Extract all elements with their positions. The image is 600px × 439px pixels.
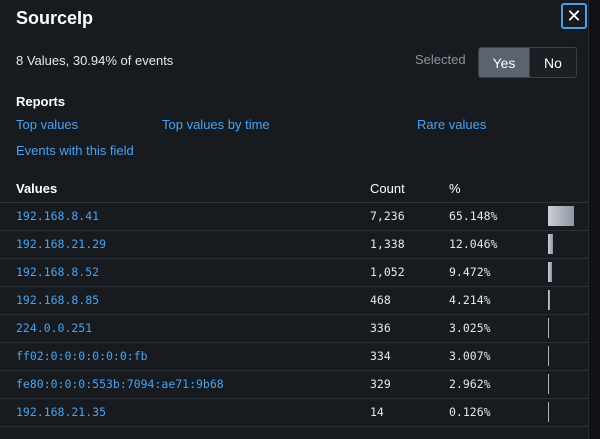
table-row: 224.0.0.251 336 3.025%: [0, 315, 588, 343]
close-icon: ✕: [566, 5, 582, 26]
value-cell[interactable]: 192.168.8.85: [16, 293, 100, 307]
header-divider: [0, 202, 588, 203]
count-cell: 1,052: [370, 265, 405, 279]
values-table: 192.168.8.41 7,236 65.148% 192.168.21.29…: [0, 203, 588, 427]
value-cell[interactable]: ff02:0:0:0:0:0:0:fb: [16, 349, 148, 363]
rare-values-link[interactable]: Rare values: [417, 117, 487, 132]
percent-cell: 2.962%: [449, 377, 491, 391]
percent-cell: 3.025%: [449, 321, 491, 335]
background-strip: [589, 0, 600, 439]
value-cell[interactable]: fe80:0:0:0:553b:7094:ae71:9b68: [16, 377, 224, 391]
table-row: 192.168.8.85 468 4.214%: [0, 287, 588, 315]
reports-heading: Reports: [16, 94, 66, 109]
table-row: 192.168.21.35 14 0.126%: [0, 399, 588, 427]
percent-bar: [548, 262, 552, 282]
percent-cell: 0.126%: [449, 405, 491, 419]
table-row: 192.168.8.41 7,236 65.148%: [0, 203, 588, 231]
count-cell: 14: [370, 405, 384, 419]
events-with-field-link[interactable]: Events with this field: [16, 143, 134, 158]
percent-cell: 4.214%: [449, 293, 491, 307]
selected-toggle: Yes No: [478, 47, 577, 78]
count-cell: 468: [370, 293, 391, 307]
value-cell[interactable]: 192.168.8.52: [16, 265, 100, 279]
values-summary: 8 Values, 30.94% of events: [16, 53, 174, 68]
selected-label: Selected: [415, 52, 466, 67]
percent-bar: [548, 374, 550, 394]
percent-cell: 9.472%: [449, 265, 491, 279]
percent-bar: [548, 234, 553, 254]
selected-yes-button[interactable]: Yes: [479, 48, 529, 77]
top-values-by-time-link[interactable]: Top values by time: [162, 117, 270, 132]
table-row: 192.168.8.52 1,052 9.472%: [0, 259, 588, 287]
percent-cell: 3.007%: [449, 349, 491, 363]
value-cell[interactable]: 192.168.21.35: [16, 405, 107, 419]
count-column-header: Count: [370, 181, 405, 196]
close-button[interactable]: ✕: [561, 3, 587, 29]
value-cell[interactable]: 192.168.8.41: [16, 209, 100, 223]
value-cell[interactable]: 224.0.0.251: [16, 321, 93, 335]
percent-bar: [548, 290, 550, 310]
count-cell: 329: [370, 377, 391, 391]
count-cell: 334: [370, 349, 391, 363]
percent-bar: [548, 206, 574, 226]
percent-cell: 12.046%: [449, 237, 498, 251]
count-cell: 336: [370, 321, 391, 335]
table-row: fe80:0:0:0:553b:7094:ae71:9b68 329 2.962…: [0, 371, 588, 399]
value-cell[interactable]: 192.168.21.29: [16, 237, 107, 251]
table-row: ff02:0:0:0:0:0:0:fb 334 3.007%: [0, 343, 588, 371]
percent-bar: [548, 318, 550, 338]
values-column-header: Values: [16, 181, 58, 196]
count-cell: 7,236: [370, 209, 405, 223]
table-row: 192.168.21.29 1,338 12.046%: [0, 231, 588, 259]
percent-cell: 65.148%: [449, 209, 498, 223]
top-values-link[interactable]: Top values: [16, 117, 79, 132]
panel-title: SourceIp: [16, 8, 94, 28]
percent-bar: [548, 402, 549, 422]
percent-column-header: %: [449, 181, 461, 196]
selected-no-button[interactable]: No: [529, 48, 576, 77]
percent-bar: [548, 346, 550, 366]
count-cell: 1,338: [370, 237, 405, 251]
